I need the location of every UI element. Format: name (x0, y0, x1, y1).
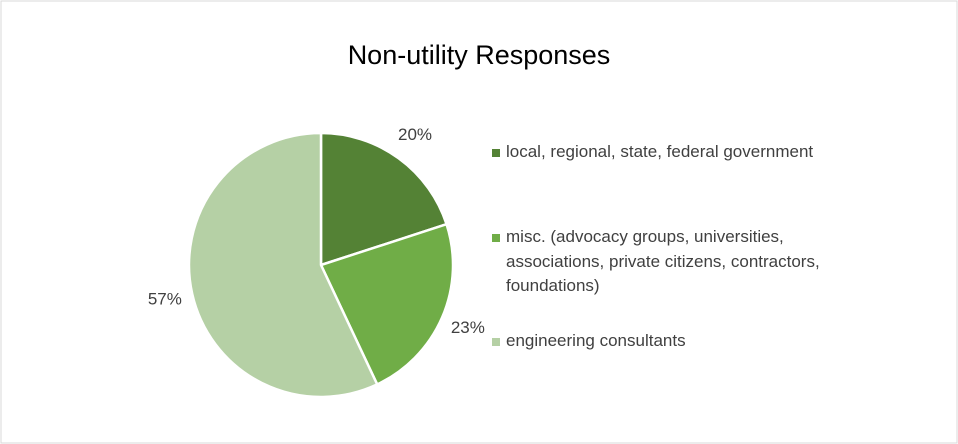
pie-slice (187, 131, 379, 399)
legend-item: engineering consultants (492, 329, 846, 354)
data-label: 20% (398, 125, 432, 144)
legend-label: local, regional, state, federal governme… (506, 142, 814, 161)
legend-label: engineering consultants (506, 331, 686, 350)
legend-item: misc. (advocacy groups, universities, as… (492, 225, 846, 299)
legend-swatch (492, 234, 500, 242)
pie-slice (319, 222, 455, 387)
chart-title: Non-utility Responses (348, 40, 611, 70)
data-label: 57% (148, 289, 182, 308)
legend-swatch (492, 338, 500, 346)
legend-item: local, regional, state, federal governme… (492, 140, 846, 165)
data-label: 23% (451, 318, 485, 337)
pie-slice (319, 131, 449, 267)
legend-swatch (492, 149, 500, 157)
legend-label: misc. (advocacy groups, universities, as… (506, 227, 820, 295)
